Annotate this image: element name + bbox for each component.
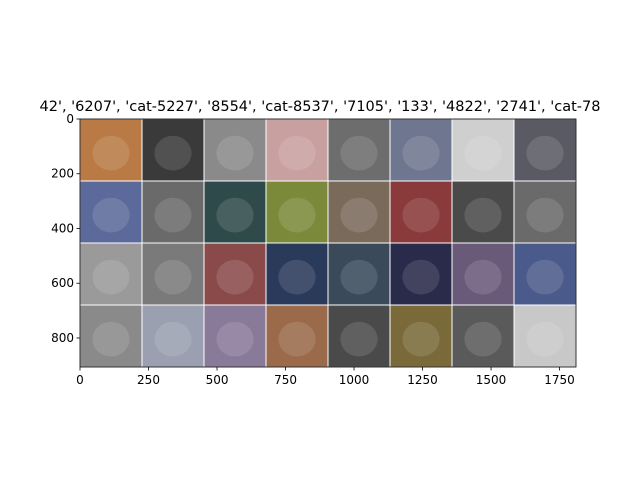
- x-tick-label: 250: [137, 373, 160, 387]
- chart-title: 42', '6207', 'cat-5227', '8554', 'cat-85…: [40, 99, 601, 115]
- y-tick-label: 0: [66, 112, 74, 126]
- x-tick-label: 750: [274, 373, 297, 387]
- tile-subject: [92, 259, 130, 295]
- x-tick-label: 0: [76, 373, 84, 387]
- image-tile: dog on leash: [141, 242, 205, 306]
- tile-subject: [154, 259, 192, 295]
- tile-subject: [216, 259, 254, 295]
- tile-subject: [340, 135, 378, 171]
- tile-subject: [464, 197, 502, 233]
- tile-subject: [154, 197, 192, 233]
- x-tick-label: 1750: [544, 373, 575, 387]
- tile-subject: [340, 259, 378, 295]
- tile-subject: [92, 197, 130, 233]
- image-tile: shepherd dog on lawn: [265, 180, 329, 244]
- tile-subject: [278, 135, 316, 171]
- tile-subject: [340, 197, 378, 233]
- y-tick-label: 800: [51, 331, 74, 345]
- tile-subject: [154, 321, 192, 357]
- tile-subject: [526, 259, 564, 295]
- image-tile: calico cat: [265, 304, 329, 368]
- image-tile: dog on grass: [141, 180, 205, 244]
- image-tile: dog on red cushion: [389, 180, 453, 244]
- image-tile: black and white cat: [513, 118, 577, 182]
- tile-subject: [278, 321, 316, 357]
- image-tile: two kittens: [203, 304, 267, 368]
- tile-subject: [402, 197, 440, 233]
- tile-subject: [92, 321, 130, 357]
- x-tick-label: 1500: [476, 373, 507, 387]
- y-axis: 0 200 400 600 800: [51, 112, 80, 345]
- tile-subject: [278, 197, 316, 233]
- image-tile: cat behind bars: [451, 304, 515, 368]
- tile-subject: [154, 135, 192, 171]
- x-tick-label: 500: [206, 373, 229, 387]
- tile-subject: [464, 321, 502, 357]
- tile-subject: [278, 259, 316, 295]
- image-tile: puppy in dark: [513, 180, 577, 244]
- image-tile: black cat on floor: [265, 242, 329, 306]
- image-grid: orange tabby catblack doggrey cat lyingc…: [79, 118, 577, 368]
- tile-subject: [92, 135, 130, 171]
- tile-subject: [216, 321, 254, 357]
- tile-subject: [402, 321, 440, 357]
- tile-subject: [464, 135, 502, 171]
- image-tile: dog on leaves: [451, 242, 515, 306]
- tile-subject: [526, 321, 564, 357]
- image-tile: two dark dogs: [327, 304, 391, 368]
- x-tick-label: 1000: [339, 373, 370, 387]
- tile-subject: [526, 135, 564, 171]
- tile-subject: [526, 197, 564, 233]
- image-tile: orange tabby cat: [79, 118, 143, 182]
- tile-subject: [402, 259, 440, 295]
- axes-frame: [79, 118, 577, 368]
- tile-subject: [464, 259, 502, 295]
- image-tile: grey cat sleeping: [79, 304, 143, 368]
- image-tile: black dog: [141, 118, 205, 182]
- image-tile: dog with santa hat: [203, 242, 267, 306]
- tile-subject: [216, 197, 254, 233]
- x-axis: 0 250 500 750 1000 1250 1500 1750: [76, 367, 575, 387]
- x-tick-label: 1250: [407, 373, 438, 387]
- tile-subject: [340, 321, 378, 357]
- image-tile: black dog in crate: [327, 242, 391, 306]
- y-tick-label: 200: [51, 167, 74, 181]
- image-tile: dark dog silhouette: [389, 242, 453, 306]
- y-tick-label: 400: [51, 221, 74, 235]
- tile-subject: [402, 135, 440, 171]
- tile-subject: [216, 135, 254, 171]
- image-tile: grey tabby cat: [389, 118, 453, 182]
- y-tick-label: 600: [51, 276, 74, 290]
